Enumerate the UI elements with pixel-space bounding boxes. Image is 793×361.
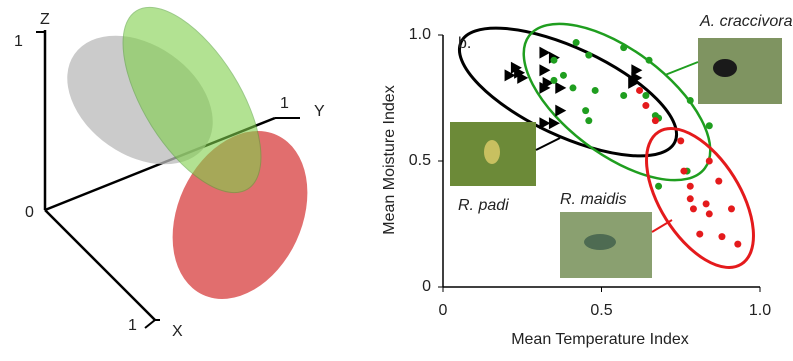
x-tick-label: 0 (439, 302, 448, 319)
origin-label: 0 (25, 204, 34, 221)
figure: Z 1 0 1 Y 1 X b. Mean Temperature Index … (0, 0, 793, 356)
point (677, 137, 684, 144)
z-label: Z (40, 11, 50, 28)
species-label: A. craccivora (699, 13, 793, 30)
point (703, 200, 710, 207)
point (646, 57, 653, 64)
point (687, 97, 694, 104)
point (582, 107, 589, 114)
point (573, 39, 580, 46)
point (642, 102, 649, 109)
x-tick-label: 1 (128, 317, 137, 334)
point (592, 87, 599, 94)
point (620, 44, 627, 51)
x-label: X (172, 323, 183, 340)
photo-detail (584, 234, 616, 250)
photo-detail (713, 59, 737, 77)
point (555, 105, 566, 117)
point (652, 117, 659, 124)
point (539, 64, 550, 76)
point (734, 241, 741, 248)
species-label: R. maidis (560, 191, 627, 208)
point (585, 117, 592, 124)
point (585, 52, 592, 59)
panel-label: b. (458, 35, 471, 52)
panel-3d: Z 1 0 1 Y 1 X (14, 0, 333, 340)
point (706, 158, 713, 165)
pointer (536, 138, 560, 150)
point (706, 210, 713, 217)
point (687, 195, 694, 202)
point (715, 178, 722, 185)
photo-detail (484, 140, 500, 164)
x-axis (45, 210, 155, 320)
point (680, 168, 687, 175)
point (539, 47, 550, 59)
point (636, 87, 643, 94)
species-label: R. padi (458, 197, 509, 214)
point (728, 205, 735, 212)
x-tick (145, 320, 160, 328)
point (550, 57, 557, 64)
point (560, 72, 567, 79)
z-tick-label: 1 (14, 33, 23, 50)
y-label: Y (314, 103, 325, 120)
point (706, 122, 713, 129)
point (687, 183, 694, 190)
x-tick-label: 1.0 (749, 302, 771, 319)
point (555, 82, 566, 94)
x-axis-title: Mean Temperature Index (511, 331, 689, 348)
y-tick-label: 0 (422, 278, 431, 295)
point (539, 117, 550, 129)
point (718, 233, 725, 240)
y-tick-label: 1 (280, 95, 289, 112)
point (620, 92, 627, 99)
x-tick-label: 0.5 (590, 302, 612, 319)
point (696, 231, 703, 238)
point (569, 84, 576, 91)
pointer (665, 62, 698, 75)
y-tick-label: 0.5 (409, 152, 431, 169)
photo-craccivora (698, 38, 782, 104)
point (690, 205, 697, 212)
point (550, 77, 557, 84)
point (642, 92, 649, 99)
photos (450, 38, 782, 278)
point (655, 183, 662, 190)
y-axis-title: Mean Moisture Index (381, 85, 398, 234)
y-tick-label: 1.0 (409, 26, 431, 43)
